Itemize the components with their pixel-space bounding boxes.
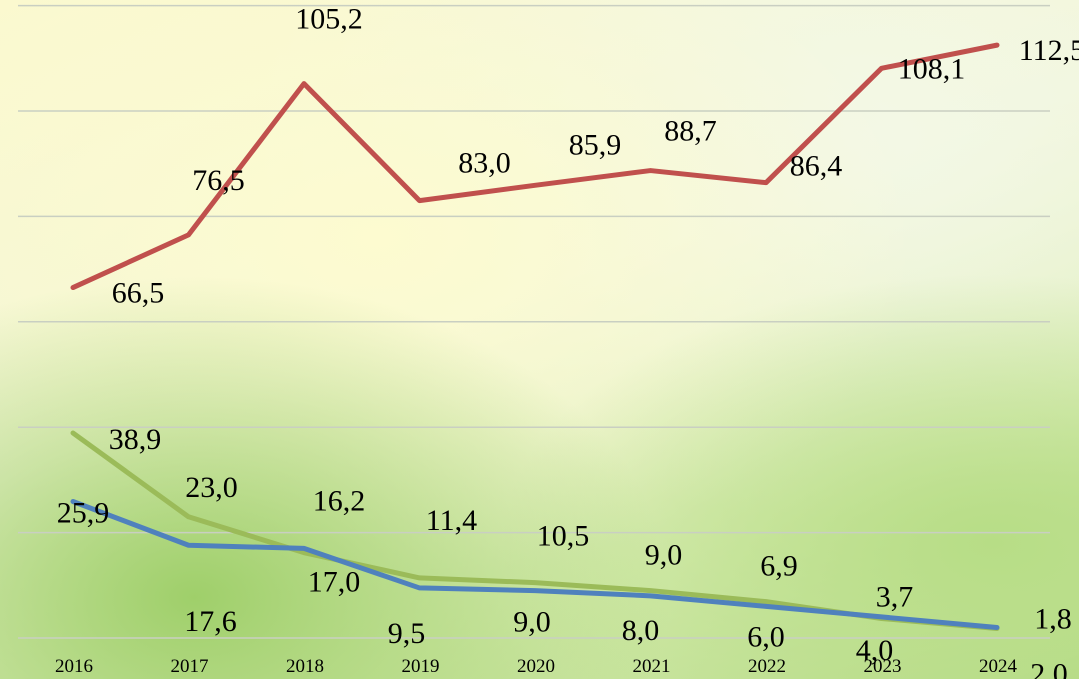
data-label: 38,9 bbox=[109, 423, 162, 456]
x-tick-label: 2024 bbox=[979, 656, 1018, 677]
data-label: 23,0 bbox=[185, 471, 238, 504]
data-label: 86,4 bbox=[790, 150, 843, 183]
data-label: 83,0 bbox=[458, 147, 511, 180]
data-label: 11,4 bbox=[426, 504, 477, 537]
data-label: 2,0 bbox=[1030, 657, 1068, 679]
x-tick-label: 2018 bbox=[286, 656, 324, 677]
data-label: 85,9 bbox=[569, 128, 622, 161]
x-tick-label: 2016 bbox=[55, 656, 93, 677]
x-axis: 2016 2017 2018 2019 2020 2021 2022 2023 2024 bbox=[55, 656, 1018, 677]
data-label: 10,5 bbox=[537, 520, 590, 553]
series-line-1 bbox=[70, 42, 1000, 291]
data-label: 17,0 bbox=[308, 565, 361, 598]
data-label: 9,5 bbox=[388, 617, 426, 650]
data-label: 9,0 bbox=[645, 539, 683, 572]
data-label: 6,0 bbox=[747, 620, 785, 653]
data-label: 66,5 bbox=[112, 277, 165, 310]
data-label: 108,1 bbox=[898, 52, 966, 85]
data-label: 112,5 bbox=[1019, 34, 1079, 67]
data-label: 9,0 bbox=[513, 606, 551, 639]
data-label: 6,9 bbox=[760, 550, 798, 583]
gridlines bbox=[18, 4, 1050, 639]
data-label: 17,6 bbox=[184, 605, 237, 638]
series-line-3 bbox=[70, 499, 1000, 630]
x-tick-label: 2021 bbox=[633, 656, 671, 677]
x-tick-label: 2019 bbox=[402, 656, 440, 677]
data-label: 8,0 bbox=[622, 614, 660, 647]
series-lines bbox=[70, 42, 1000, 632]
data-label: 1,8 bbox=[1034, 603, 1072, 636]
data-label: 88,7 bbox=[664, 115, 717, 148]
x-tick-label: 2022 bbox=[748, 656, 786, 677]
data-label: 76,5 bbox=[192, 164, 245, 197]
data-label: 16,2 bbox=[313, 485, 366, 518]
data-label: 25,9 bbox=[57, 497, 110, 530]
series-line-2 bbox=[70, 430, 1000, 632]
data-label: 3,7 bbox=[876, 581, 914, 614]
data-label: 4,0 bbox=[856, 634, 894, 667]
x-tick-label: 2023 bbox=[864, 656, 902, 677]
x-tick-label: 2017 bbox=[171, 656, 209, 677]
x-tick-label: 2020 bbox=[517, 656, 555, 677]
data-labels: 66,5 76,5 105,2 83,0 85,9 88,7 86,4 108,1 112,5 3… bbox=[57, 3, 1079, 679]
data-label: 105,2 bbox=[295, 3, 363, 36]
